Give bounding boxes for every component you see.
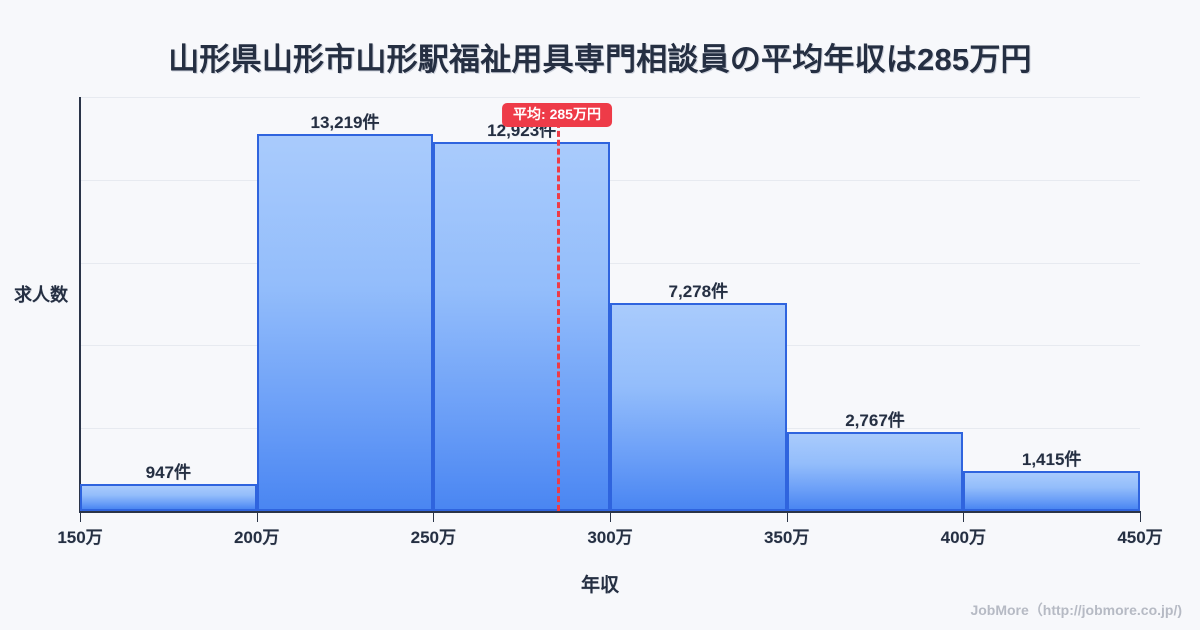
y-axis-line	[79, 97, 81, 513]
x-tick-label: 200万	[233, 528, 280, 547]
bar[interactable]	[963, 470, 1140, 511]
x-tick-mark	[1140, 513, 1141, 522]
x-tick-mark	[786, 513, 788, 522]
bar-value-label: 947件	[145, 462, 192, 482]
page-title: 山形県山形市山形駅福祉用具専門相談員の平均年収は285万円	[168, 42, 1032, 77]
bar[interactable]	[610, 303, 787, 511]
bar-value-label: 1,415件	[1021, 449, 1082, 469]
x-tick-mark	[610, 513, 611, 522]
x-tick-label: 250万	[410, 528, 457, 547]
x-tick-label: 350万	[763, 528, 810, 547]
bar[interactable]	[786, 432, 964, 511]
bar[interactable]	[256, 133, 434, 511]
gridline	[80, 262, 1140, 264]
x-tick-label: 300万	[587, 528, 633, 547]
x-tick-label: 150万	[57, 528, 103, 547]
gridline	[80, 179, 1140, 181]
x-tick-mark	[963, 513, 965, 522]
bar-value-label: 13,219件	[310, 112, 380, 132]
x-tick-label: 400万	[940, 528, 987, 547]
x-tick-mark	[433, 513, 435, 522]
average-badge: 平均: 285万円	[502, 103, 612, 128]
bar-value-label: 7,278件	[668, 282, 729, 302]
x-axis-line	[80, 511, 1141, 513]
x-axis-title: 年収	[580, 575, 619, 596]
x-tick-mark	[80, 513, 81, 522]
bar[interactable]	[433, 142, 610, 511]
bar-value-label: 2,767件	[845, 410, 905, 430]
x-tick-label: 450万	[1117, 528, 1163, 547]
gridline	[80, 97, 1140, 98]
average-line	[557, 113, 560, 511]
bar[interactable]	[80, 483, 257, 511]
footer-credit: JobMore（http://jobmore.co.jp/)	[970, 602, 1182, 618]
x-tick-mark	[256, 513, 258, 522]
y-axis-title: 求人数	[14, 285, 68, 305]
